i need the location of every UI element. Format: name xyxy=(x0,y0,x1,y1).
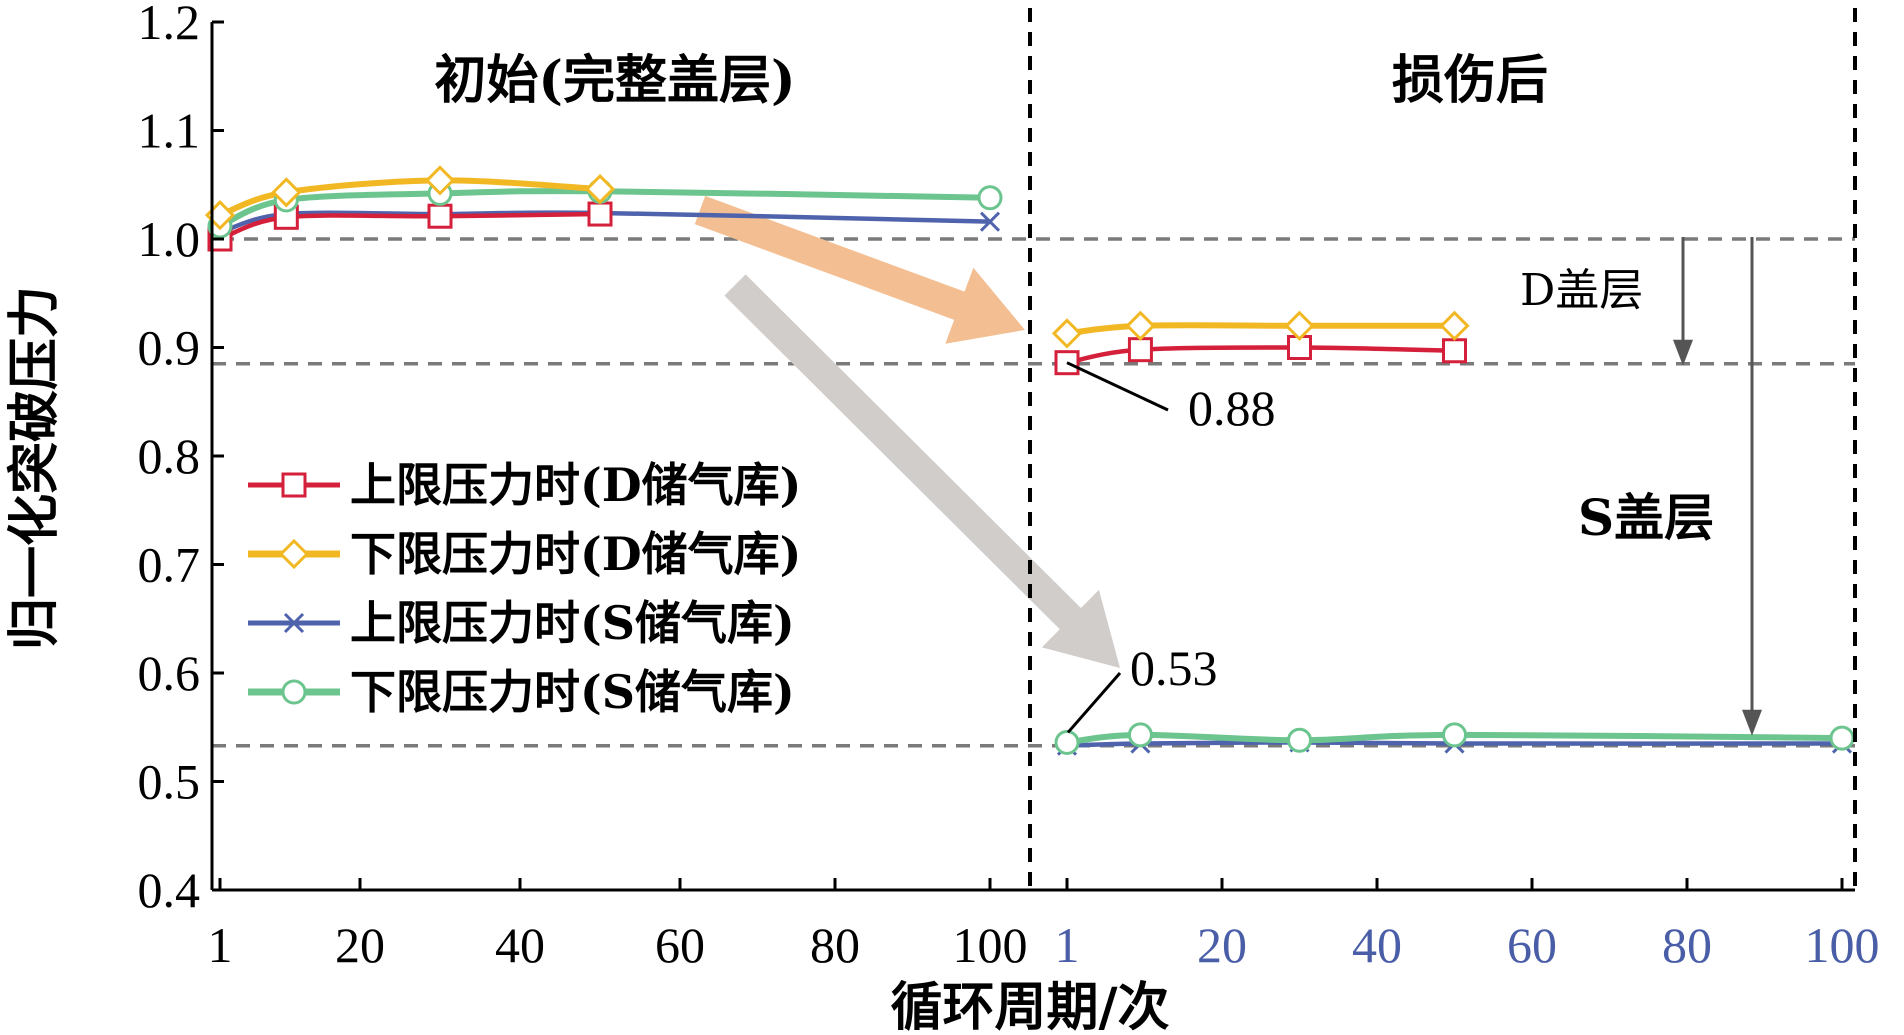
x-tick-label: 1 xyxy=(208,917,233,973)
marker-x xyxy=(283,612,305,634)
drop-arrow-s-head xyxy=(1742,709,1762,736)
x-tick-label: 1 xyxy=(1055,917,1080,973)
marker-diamond xyxy=(1125,310,1156,341)
annotation-s-label: S盖层 xyxy=(1578,488,1714,547)
series-line xyxy=(1066,322,1455,337)
marker-circle xyxy=(281,679,307,705)
axes: 0.4 0.5 0.6 0.7 0.8 0.9 1.0 1.1 1.2 1 20 40 60 80 100 1… xyxy=(138,0,1880,973)
marker-circle xyxy=(1829,725,1855,751)
x-tick-label: 40 xyxy=(495,917,545,973)
legend-label: 上限压力时(D储气库) xyxy=(350,458,801,512)
series-layer xyxy=(204,165,1855,756)
legend-label: 下限压力时(S储气库) xyxy=(350,665,795,719)
panel-title-right: 损伤后 xyxy=(1392,50,1548,111)
series-line xyxy=(1066,345,1455,365)
trend-arrow-d xyxy=(694,195,1025,344)
x-axis-title: 循环周期/次 xyxy=(891,977,1170,1035)
y-tick-label: 1.1 xyxy=(138,103,201,159)
marker-diamond xyxy=(1051,318,1083,349)
legend: 上限压力时(D储气库) 下限压力时(D储气库) 上限压力时(S储气库) 下限压力时(S… xyxy=(248,458,801,719)
marker-diamond xyxy=(1439,310,1470,341)
y-tick-label: 0.8 xyxy=(138,428,201,484)
panel-title-left: 初始(完整盖层) xyxy=(434,50,795,111)
x-tick-label: 60 xyxy=(1507,917,1557,973)
marker-diamond xyxy=(278,538,310,570)
marker-diamond xyxy=(584,173,616,205)
marker-diamond xyxy=(1284,310,1315,341)
marker-square xyxy=(1127,337,1153,363)
legend-label: 上限压力时(S储气库) xyxy=(350,596,795,650)
trend-arrows xyxy=(694,195,1120,668)
x-tick-label: 20 xyxy=(335,917,385,973)
y-tick-label: 0.5 xyxy=(138,754,201,810)
annotation-d-value: 0.88 xyxy=(1188,380,1276,436)
x-tick-label: 60 xyxy=(655,917,705,973)
marker-x xyxy=(979,211,1001,232)
y-tick-label: 1.0 xyxy=(138,211,201,267)
drop-arrow-d-head xyxy=(1673,339,1693,366)
legend-label: 下限压力时(D储气库) xyxy=(350,527,801,581)
y-axis-title: 归一化突破压力 xyxy=(4,286,65,650)
marker-diamond xyxy=(424,165,456,196)
y-tick-label: 1.2 xyxy=(138,0,201,50)
marker-circle xyxy=(1127,722,1153,748)
x-tick-label: 100 xyxy=(1805,917,1880,973)
annotations: 0.88 0.53 D盖层 S盖层 xyxy=(1066,237,1762,736)
marker-square xyxy=(587,201,613,227)
marker-square xyxy=(281,472,307,498)
marker-circle xyxy=(1442,722,1467,748)
leader-line-d xyxy=(1066,361,1169,412)
x-tick-label: 80 xyxy=(810,917,860,973)
y-tick-label: 0.4 xyxy=(138,862,201,918)
annotation-d-label: D盖层 xyxy=(1520,265,1643,316)
marker-circle xyxy=(1054,729,1080,755)
marker-square xyxy=(427,203,453,229)
marker-circle xyxy=(977,185,1003,211)
y-tick-label: 0.6 xyxy=(138,645,201,701)
marker-x-stroke xyxy=(979,211,1001,232)
y-tick-label: 0.9 xyxy=(138,320,201,376)
trend-arrow-s xyxy=(724,274,1120,668)
y-tick-label: 0.7 xyxy=(138,537,201,593)
x-tick-label: 20 xyxy=(1197,917,1247,973)
marker-x-stroke xyxy=(283,612,305,634)
x-tick-label: 80 xyxy=(1662,917,1712,973)
annotation-s-value: 0.53 xyxy=(1130,640,1218,696)
marker-diamond xyxy=(271,177,302,208)
x-tick-label: 40 xyxy=(1352,917,1402,973)
marker-circle xyxy=(1287,727,1312,753)
x-tick-label: 100 xyxy=(953,917,1028,973)
series-line xyxy=(218,177,601,218)
leader-line-s xyxy=(1066,672,1122,734)
marker-square xyxy=(1442,338,1467,364)
series-line xyxy=(219,211,601,242)
